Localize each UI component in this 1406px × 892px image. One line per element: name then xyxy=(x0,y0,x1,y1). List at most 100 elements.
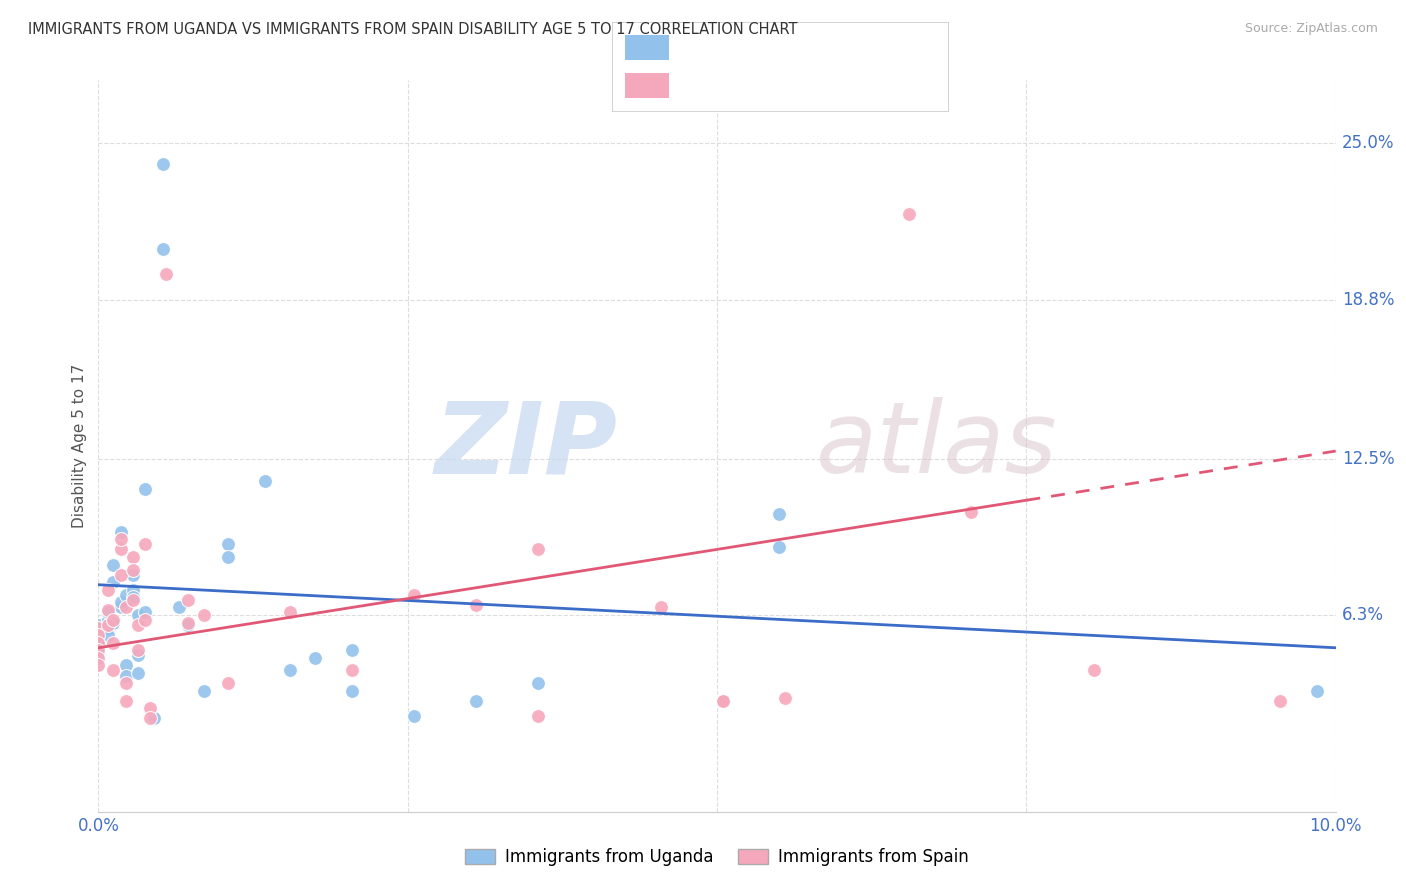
Point xyxy=(526,542,548,557)
Point xyxy=(1268,694,1291,708)
Point xyxy=(87,618,110,632)
Point xyxy=(110,524,132,539)
Point xyxy=(122,563,145,577)
Point xyxy=(87,646,110,660)
Point xyxy=(217,537,239,551)
Point xyxy=(650,600,672,615)
Point xyxy=(176,592,198,607)
Point xyxy=(87,651,110,665)
Point xyxy=(1306,683,1329,698)
Point xyxy=(103,613,125,627)
Point xyxy=(87,638,110,652)
Point xyxy=(464,598,486,612)
Point xyxy=(139,711,162,725)
Text: atlas: atlas xyxy=(815,398,1057,494)
Point xyxy=(87,631,110,645)
Text: 6.3%: 6.3% xyxy=(1341,606,1384,624)
Point xyxy=(711,694,734,708)
Text: ZIP: ZIP xyxy=(434,398,619,494)
Point xyxy=(114,600,136,615)
Text: N = 47: N = 47 xyxy=(821,78,879,92)
Point xyxy=(110,595,132,609)
Point xyxy=(134,537,156,551)
Text: 25.0%: 25.0% xyxy=(1341,135,1395,153)
Point xyxy=(114,658,136,673)
Point xyxy=(773,691,796,706)
Point xyxy=(97,613,120,627)
FancyBboxPatch shape xyxy=(612,22,949,112)
Text: Source: ZipAtlas.com: Source: ZipAtlas.com xyxy=(1244,22,1378,36)
Point xyxy=(114,588,136,602)
Point xyxy=(103,636,125,650)
Point xyxy=(193,683,215,698)
Point xyxy=(959,505,981,519)
Point xyxy=(134,613,156,627)
Point xyxy=(103,615,125,630)
Point xyxy=(526,676,548,690)
Point xyxy=(217,549,239,564)
Point xyxy=(711,694,734,708)
Point xyxy=(176,615,198,630)
Point xyxy=(127,665,149,680)
Text: IMMIGRANTS FROM UGANDA VS IMMIGRANTS FROM SPAIN DISABILITY AGE 5 TO 17 CORRELATI: IMMIGRANTS FROM UGANDA VS IMMIGRANTS FRO… xyxy=(28,22,797,37)
Y-axis label: Disability Age 5 to 17: Disability Age 5 to 17 xyxy=(72,364,87,528)
Point xyxy=(143,711,166,725)
Point xyxy=(87,658,110,673)
Text: R =  0.276: R = 0.276 xyxy=(679,78,770,92)
Point xyxy=(87,636,110,650)
Point xyxy=(526,709,548,723)
Point xyxy=(127,643,149,657)
Point xyxy=(122,592,145,607)
Point xyxy=(176,618,198,632)
Point xyxy=(134,482,156,496)
Point xyxy=(152,156,174,170)
Point xyxy=(127,648,149,663)
Point xyxy=(155,268,177,282)
Point xyxy=(278,664,301,678)
Text: N = 46: N = 46 xyxy=(821,40,879,54)
Point xyxy=(304,651,326,665)
Point xyxy=(127,618,149,632)
Point xyxy=(340,664,363,678)
Point xyxy=(110,567,132,582)
Point xyxy=(97,628,120,642)
Point xyxy=(122,582,145,597)
Point xyxy=(103,558,125,572)
Bar xyxy=(626,35,669,60)
Point xyxy=(87,628,110,642)
Point xyxy=(97,618,120,632)
Point xyxy=(87,633,110,648)
Bar xyxy=(626,73,669,98)
Point xyxy=(278,606,301,620)
Point xyxy=(122,549,145,564)
Point xyxy=(103,575,125,590)
Point xyxy=(97,603,120,617)
Text: R = -0.094: R = -0.094 xyxy=(679,40,770,54)
Point xyxy=(114,668,136,682)
Point xyxy=(1083,664,1105,678)
Text: 18.8%: 18.8% xyxy=(1341,291,1395,309)
Legend: Immigrants from Uganda, Immigrants from Spain: Immigrants from Uganda, Immigrants from … xyxy=(458,841,976,873)
Point xyxy=(340,643,363,657)
Point xyxy=(139,701,162,715)
Point xyxy=(254,475,277,489)
Point xyxy=(122,567,145,582)
Point xyxy=(103,664,125,678)
Point xyxy=(97,582,120,597)
Point xyxy=(127,607,149,622)
Point xyxy=(110,533,132,547)
Point xyxy=(110,600,132,615)
Point xyxy=(768,507,790,521)
Point xyxy=(122,591,145,605)
Text: 12.5%: 12.5% xyxy=(1341,450,1395,467)
Point xyxy=(110,542,132,557)
Point xyxy=(87,643,110,657)
Point xyxy=(152,242,174,256)
Point xyxy=(217,676,239,690)
Point xyxy=(167,600,190,615)
Point xyxy=(87,625,110,640)
Point xyxy=(87,621,110,635)
Point xyxy=(134,606,156,620)
Point xyxy=(340,683,363,698)
Point xyxy=(193,607,215,622)
